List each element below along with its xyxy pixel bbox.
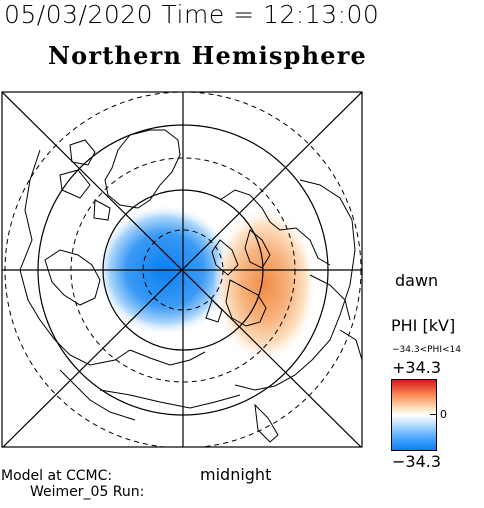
legend-title: PHI [kV] — [391, 316, 456, 335]
legend-max-label: +34.3 — [392, 358, 442, 377]
footer-model: Model at CCMC: — [1, 468, 113, 484]
footer-run: Weimer_05 Run: — [30, 484, 145, 500]
coastlines — [19, 129, 362, 443]
legend-zero-label: 0 — [440, 408, 447, 421]
map-frame — [1, 91, 363, 448]
map-content — [2, 92, 362, 447]
midnight-label: midnight — [200, 465, 272, 484]
dawn-label: dawn — [395, 271, 439, 290]
page-title: Northern Hemisphere — [48, 41, 368, 70]
meridian-lines — [2, 92, 362, 447]
legend-zero-tick — [430, 414, 436, 415]
polar-map[interactable] — [0, 90, 372, 462]
positive-potential-cell — [213, 207, 317, 363]
legend-range: −34.3<PHI<14 — [392, 345, 461, 355]
header-datetime: 05/03/2020 Time = 12:13:00 — [4, 0, 380, 29]
legend-min-label: −34.3 — [392, 452, 442, 471]
legend-colorbar — [391, 379, 437, 451]
